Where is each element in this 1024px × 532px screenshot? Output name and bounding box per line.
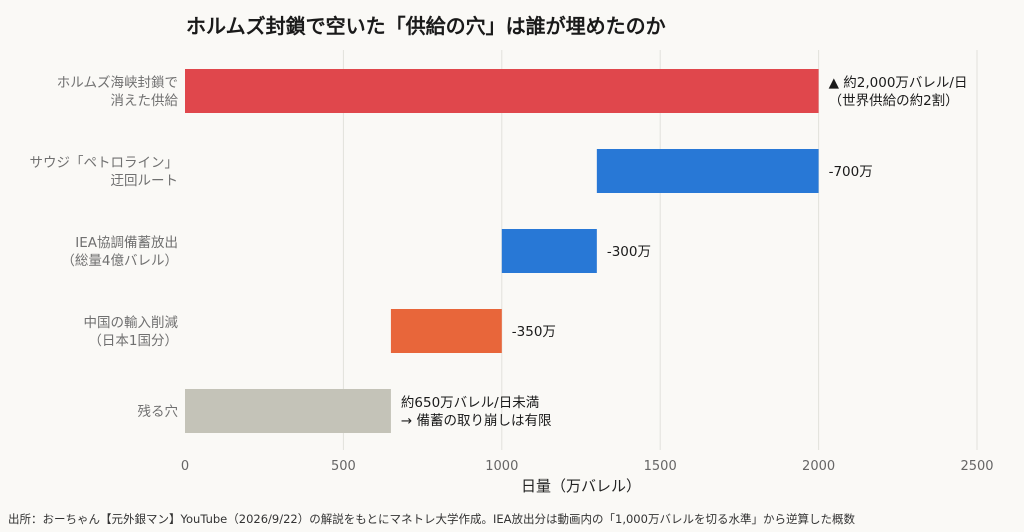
bar-1 <box>596 149 819 193</box>
bar-0 <box>185 69 819 113</box>
data-label-2: -300万 <box>607 244 651 260</box>
data-label-line: ▲ 約2,000万バレル/日 <box>829 75 968 91</box>
chart-title: ホルムズ封鎖で空いた「供給の穴」は誰が埋めたのか <box>186 14 666 38</box>
data-label-line: 約650万バレル/日未満 <box>401 395 539 411</box>
category-label-3: 中国の輸入削減 （日本1国分） <box>84 314 179 349</box>
category-label-line: 迂回ルート <box>111 173 179 189</box>
category-label-line: IEA協調備蓄放出 <box>75 235 178 251</box>
x-axis-title: 日量（万バレル） <box>521 477 641 495</box>
bar-2 <box>501 229 597 273</box>
bar-4 <box>185 389 391 433</box>
data-label-line: -700万 <box>829 164 873 180</box>
x-tick-label-3: 1500 <box>644 459 677 474</box>
data-label-0: ▲ 約2,000万バレル/日（世界供給の約2割） <box>829 75 968 109</box>
data-label-1: -700万 <box>829 164 873 180</box>
x-tick-label-1: 500 <box>331 459 356 474</box>
category-label-2: IEA協調備蓄放出 （総量4億バレル） <box>61 235 178 269</box>
bar-3 <box>390 309 502 353</box>
x-tick-label-5: 2500 <box>960 459 993 474</box>
category-label-line: （日本1国分） <box>88 333 178 349</box>
category-label-line: サウジ「ペトロライン」 <box>30 155 179 171</box>
data-label-line: （世界供給の約2割） <box>829 92 959 109</box>
x-tick-label-2: 1000 <box>485 459 518 474</box>
category-label-line: 中国の輸入削減 <box>84 314 179 331</box>
category-label-line: 残る穴 <box>138 404 179 420</box>
data-label-3: -350万 <box>512 324 556 340</box>
x-tick-label-0: 0 <box>181 459 189 474</box>
data-label-line: -300万 <box>607 244 651 260</box>
data-label-line: → 備蓄の取り崩しは有限 <box>401 413 552 429</box>
category-label-line: ホルムズ海峡封鎖で <box>57 75 178 91</box>
category-label-0: ホルムズ海峡封鎖で消えた供給 <box>57 75 179 109</box>
category-label-line: （総量4億バレル） <box>61 253 178 269</box>
source-note: 出所：おーちゃん【元外銀マン】YouTube（2026/9/22）の解説をもとに… <box>8 512 855 526</box>
data-label-4: 約650万バレル/日未満 → 備蓄の取り崩しは有限 <box>401 395 552 429</box>
category-label-line: 消えた供給 <box>111 93 179 109</box>
category-label-1: サウジ「ペトロライン」迂回ルート <box>30 155 179 189</box>
data-label-line: -350万 <box>512 324 556 340</box>
category-label-4: 残る穴 <box>138 404 179 420</box>
x-tick-label-4: 2000 <box>802 459 835 474</box>
